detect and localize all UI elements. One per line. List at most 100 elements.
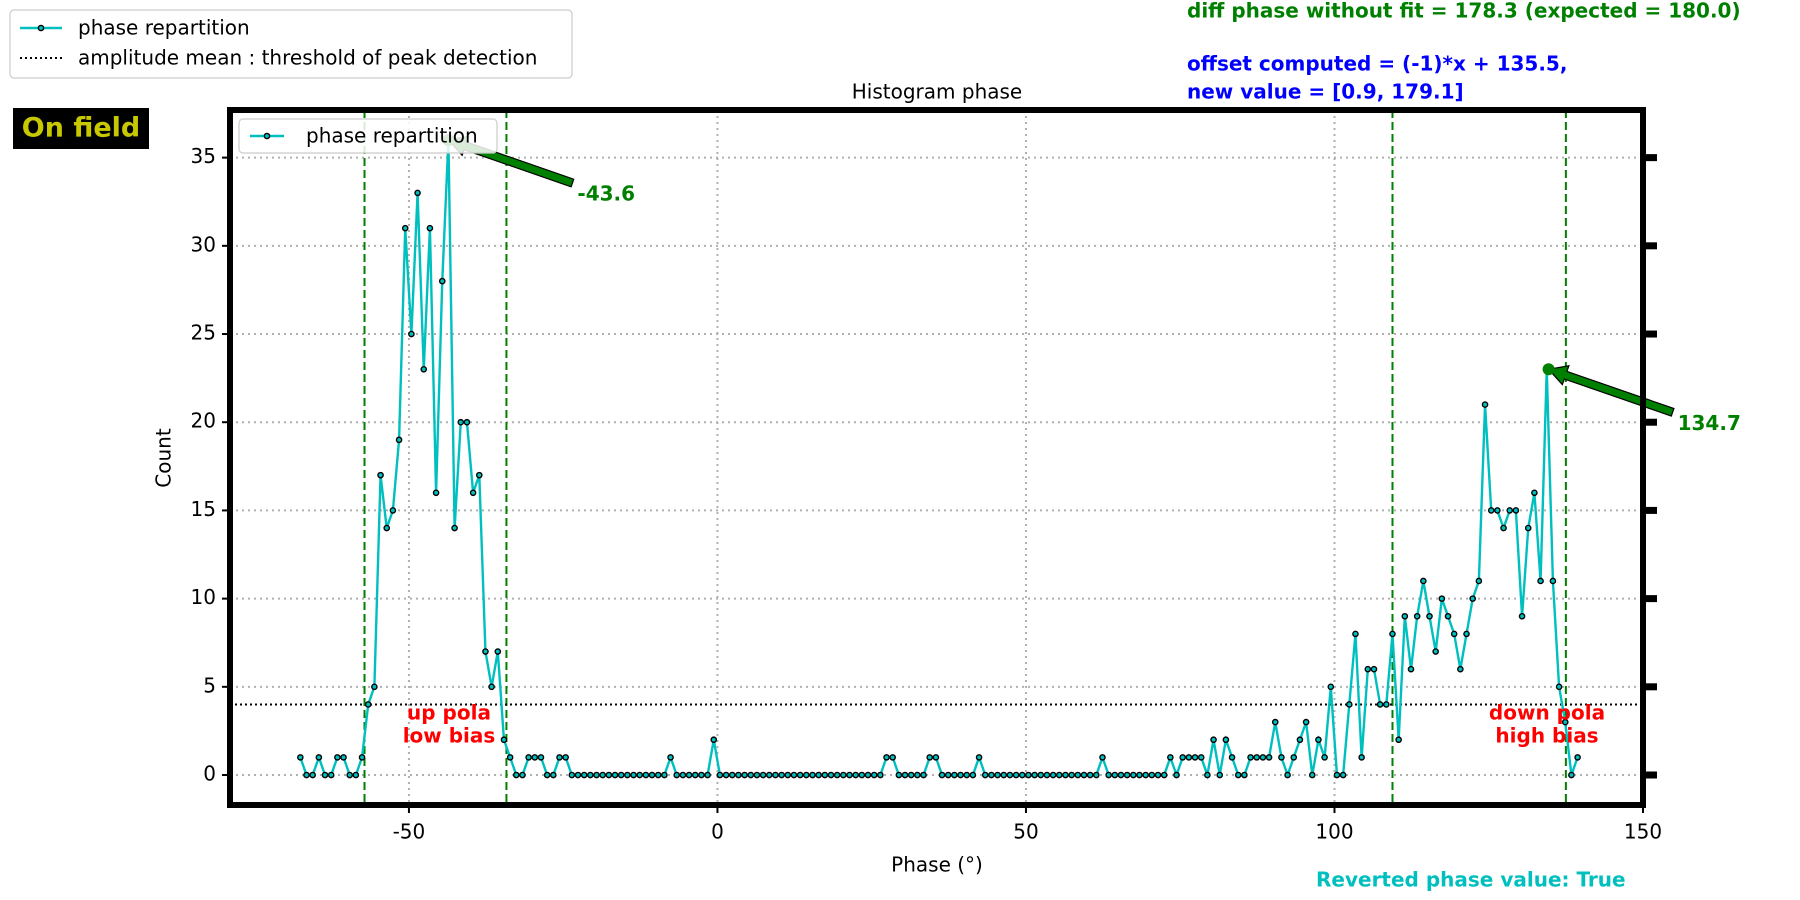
data-point (395, 436, 403, 444)
data-point (1031, 771, 1038, 779)
data-point (753, 771, 761, 779)
data-point (667, 754, 674, 761)
data-point (1043, 771, 1051, 779)
data-point (531, 754, 539, 761)
data-point (1339, 771, 1347, 779)
data-point (1271, 718, 1279, 726)
data-point (1450, 630, 1458, 638)
data-point (796, 771, 804, 779)
data-point (543, 771, 551, 779)
y-axis-label: Count (152, 428, 176, 488)
data-point (1074, 771, 1082, 779)
data-point (1247, 754, 1254, 761)
data-point (340, 754, 347, 761)
data-point (1537, 577, 1544, 585)
data-point (605, 771, 613, 779)
data-point (624, 771, 631, 779)
data-point (1364, 665, 1372, 673)
data-point (654, 771, 662, 779)
data-point (790, 771, 798, 779)
data-point (1512, 507, 1520, 514)
data-point (833, 771, 841, 779)
data-point (1117, 771, 1125, 779)
data-point (1444, 612, 1452, 620)
diff-text: diff phase without fit = 178.3 (expected… (1187, 0, 1741, 23)
data-point (1259, 754, 1267, 761)
peak-label: -43.6 (577, 181, 635, 205)
peak-point (1542, 363, 1555, 376)
data-point (765, 771, 773, 779)
data-point (1123, 771, 1131, 779)
data-point (346, 771, 354, 779)
data-point (599, 771, 606, 779)
data-point (1062, 771, 1069, 779)
data-point (580, 771, 588, 779)
data-point (1173, 771, 1180, 779)
data-point (587, 771, 594, 779)
data-point (475, 471, 483, 479)
data-point (883, 754, 890, 761)
data-point (568, 771, 576, 779)
data-point (889, 754, 896, 761)
data-point (550, 771, 557, 779)
data-point (1481, 401, 1489, 408)
data-point (1432, 648, 1439, 655)
data-point (297, 754, 304, 761)
data-point (525, 754, 532, 761)
data-point (1234, 771, 1242, 779)
data-point (1216, 771, 1224, 779)
data-point (963, 771, 971, 779)
data-point (1142, 771, 1149, 779)
data-point (642, 771, 650, 779)
data-point (315, 754, 323, 761)
x-tick-label: 150 (1624, 820, 1662, 844)
data-point (821, 771, 829, 779)
data-point (932, 754, 940, 761)
y-tick-label: 0 (203, 762, 216, 786)
data-point (772, 771, 779, 779)
data-point (741, 771, 748, 779)
x-tick-label: 50 (1013, 820, 1038, 844)
data-point (1487, 507, 1495, 514)
data-point (1068, 771, 1075, 779)
data-point (1228, 754, 1236, 761)
data-point (303, 771, 310, 779)
data-point (901, 771, 909, 779)
legend-inner: phase repartition (238, 118, 498, 154)
data-point (1518, 612, 1526, 620)
region-label: high bias (1495, 724, 1598, 748)
y-tick-label: 35 (191, 144, 216, 168)
data-point (1383, 701, 1390, 708)
data-point (994, 771, 1001, 779)
data-point (401, 224, 409, 232)
legend-label: phase repartition (306, 124, 478, 148)
axes-frame (227, 107, 1646, 808)
data-point (661, 771, 668, 779)
data-point (1111, 771, 1119, 779)
data-point (519, 771, 526, 779)
data-point (679, 771, 687, 779)
data-point (1000, 771, 1008, 779)
data-point (957, 771, 964, 779)
reverted-text: Reverted phase value: True (1316, 868, 1626, 892)
data-point (1204, 771, 1211, 779)
data-point (1549, 577, 1557, 585)
data-point (1426, 612, 1433, 620)
data-point (1358, 754, 1365, 761)
data-point (1210, 736, 1217, 744)
data-point (1420, 577, 1427, 585)
data-point (1475, 577, 1483, 585)
data-point (673, 771, 681, 779)
legend-outer: phase repartition amplitude mean : thresh… (9, 9, 573, 79)
data-point (969, 771, 977, 779)
data-point (716, 771, 724, 779)
data-point (617, 771, 625, 779)
data-point (420, 366, 428, 373)
data-point (537, 754, 545, 761)
data-point (728, 771, 736, 779)
data-point (710, 736, 718, 744)
data-point (1197, 754, 1205, 761)
data-point (358, 754, 366, 761)
data-point (463, 418, 471, 426)
